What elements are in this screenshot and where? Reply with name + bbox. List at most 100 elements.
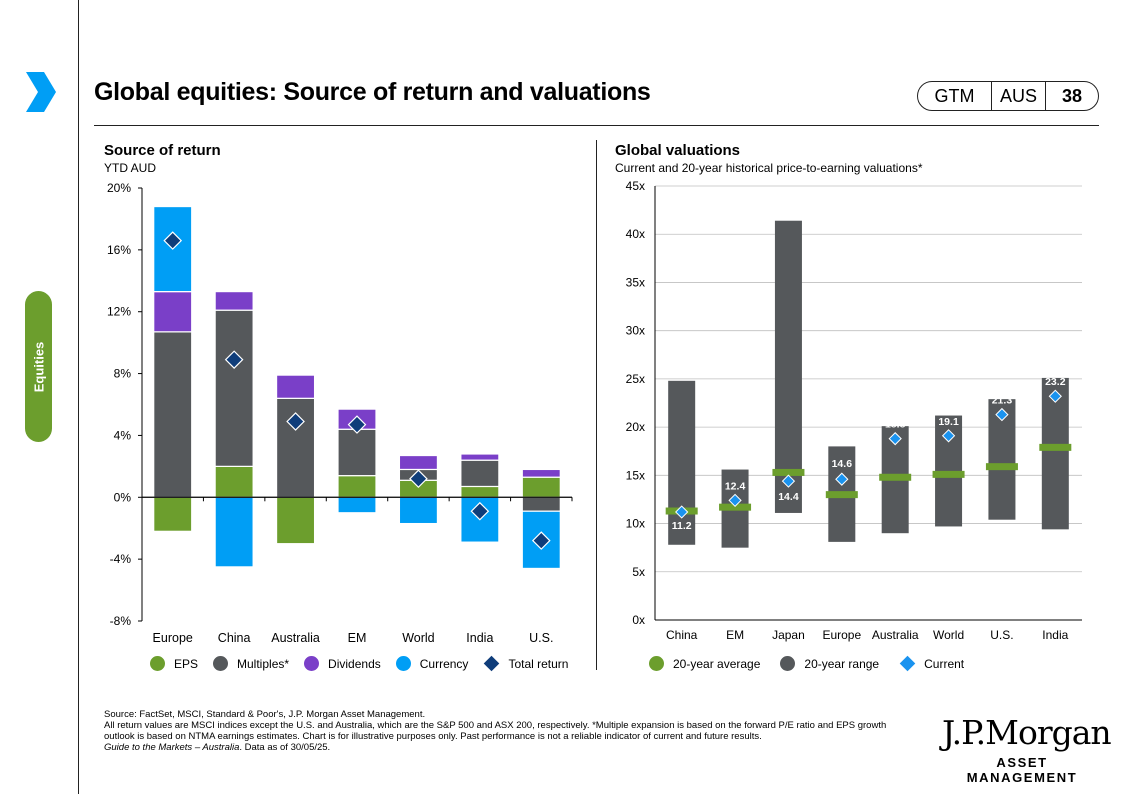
multiples-bar — [153, 331, 193, 498]
section-tab-label: Equities — [31, 341, 46, 392]
legend-label: Total return — [508, 656, 569, 671]
eps-bar — [337, 475, 377, 498]
legend-dot-icon — [395, 656, 411, 671]
x-tick-label: World — [933, 628, 964, 642]
total-return-marker — [163, 231, 183, 250]
range-bar — [1041, 377, 1069, 530]
x-tick-label: EM — [726, 628, 744, 642]
badge-page-number: 38 — [1061, 85, 1083, 106]
global-valuations-chart: 0x 5x 10x 15x 20x 25x 30x 35x 40x 45x 11.2 China 12.… — [626, 179, 1082, 642]
currency-bar — [398, 496, 439, 525]
current-data-label: 14.6 — [832, 458, 853, 470]
y-tick-label: 45x — [626, 179, 645, 193]
footnote-guide-line: Guide to the Markets – Australia. Data a… — [104, 742, 914, 753]
current-data-label: 12.4 — [725, 480, 746, 492]
multiples-bar — [214, 309, 254, 467]
legend-dot-icon — [780, 656, 796, 671]
x-tick-label: EM — [348, 631, 367, 645]
x-tick-label: Australia — [872, 628, 919, 642]
range-bar — [774, 220, 802, 513]
x-tick-label: Japan — [772, 628, 805, 642]
footnote-source: Source: FactSet, MSCI, Standard & Poor's… — [104, 709, 426, 720]
footnote-guide: Guide to the Markets – Australia — [104, 742, 240, 753]
multiples-bar — [521, 496, 561, 512]
y-tick-label: 20x — [626, 420, 645, 434]
total-return-marker — [409, 469, 428, 489]
legend-dot-icon — [213, 656, 229, 671]
y-tick-label: 8% — [114, 367, 132, 381]
total-return-marker — [531, 531, 551, 550]
eps-bar — [521, 476, 561, 498]
legend-label: EPS — [174, 656, 199, 671]
legend-dot-icon — [150, 656, 165, 671]
legend-item: Dividends — [304, 656, 381, 671]
badge-region: AUS — [992, 82, 1046, 110]
x-tick-label: U.S. — [529, 631, 553, 645]
y-tick-label: 35x — [626, 275, 645, 289]
x-tick-label: India — [1042, 628, 1068, 642]
y-tick-label: 10x — [626, 517, 645, 531]
source-of-return-title: Source of return — [104, 142, 221, 159]
current-data-label: 19.1 — [938, 416, 959, 428]
current-marker — [995, 407, 1009, 422]
y-tick-label: 30x — [626, 324, 645, 338]
x-tick-label: U.S. — [990, 628, 1013, 642]
total-return-marker — [224, 350, 244, 369]
global-valuations-subtitle: Current and 20-year historical price-to-… — [615, 161, 923, 175]
x-tick-label: Europe — [153, 631, 193, 645]
legend-label: Multiples* — [237, 656, 290, 671]
current-data-label: 18.8 — [885, 419, 906, 431]
current-marker — [1048, 389, 1062, 403]
average-marker — [825, 491, 858, 499]
x-tick-label: Europe — [822, 628, 861, 642]
legend-item: Total return — [483, 655, 569, 672]
source-of-return-legend: EPS Multiples* Dividends Currency Total retu… — [150, 655, 583, 672]
eps-bar — [275, 496, 316, 545]
y-tick-label: 5x — [632, 565, 645, 579]
source-of-return-chart: -8% -4% 0% 4% 8% 12% 16% 20% Europe China Australi… — [107, 181, 573, 645]
legend-dot-icon — [649, 656, 664, 671]
current-marker — [675, 505, 689, 519]
y-tick-label: 0% — [114, 490, 132, 504]
legend-item: 20-year range — [780, 656, 879, 671]
chevron-right-icon — [26, 72, 56, 112]
average-marker — [879, 473, 912, 481]
footnote-note: All return values are MSCI indices excep… — [104, 720, 887, 742]
legend-item: Currency — [395, 656, 468, 671]
current-data-label: 21.3 — [992, 395, 1013, 407]
x-tick-label: China — [218, 631, 251, 645]
badge-guide: GTM — [918, 82, 992, 110]
footnote: Source: FactSet, MSCI, Standard & Poor's… — [104, 709, 914, 753]
title-divider — [94, 125, 1099, 126]
left-margin-rule — [78, 0, 79, 794]
y-tick-label: 40x — [626, 227, 645, 241]
eps-bar — [214, 465, 254, 498]
x-tick-label: India — [466, 631, 493, 645]
dividends-bar — [460, 453, 500, 461]
currency-bar — [214, 496, 254, 568]
y-tick-label: 25x — [626, 372, 645, 386]
footnote-date: . Data as of 30/05/25. — [239, 742, 331, 753]
legend-dot-icon — [304, 656, 320, 671]
x-tick-label: Australia — [271, 631, 320, 645]
currency-bar — [337, 496, 377, 514]
currency-bar — [153, 205, 193, 293]
dividends-bar — [398, 454, 439, 471]
average-marker — [932, 470, 965, 478]
y-tick-label: 0x — [632, 613, 645, 627]
x-tick-label: World — [402, 631, 434, 645]
average-marker — [985, 463, 1018, 471]
eps-bar — [460, 485, 500, 498]
current-marker — [728, 493, 742, 508]
section-tab-equities[interactable]: Equities — [25, 291, 52, 442]
global-valuations-legend: 20-year average 20-year range Current — [649, 655, 984, 672]
current-marker — [781, 474, 796, 488]
panel-divider — [596, 140, 597, 670]
current-data-label: 23.2 — [1045, 376, 1066, 388]
legend-label: 20-year range — [804, 656, 880, 671]
legend-item: Current — [899, 655, 964, 672]
current-marker — [835, 472, 849, 486]
logo-tagline: ASSET MANAGEMENT — [966, 755, 1078, 785]
legend-diamond-icon — [484, 655, 500, 672]
page-badge: GTM AUS 38 — [917, 81, 1099, 111]
